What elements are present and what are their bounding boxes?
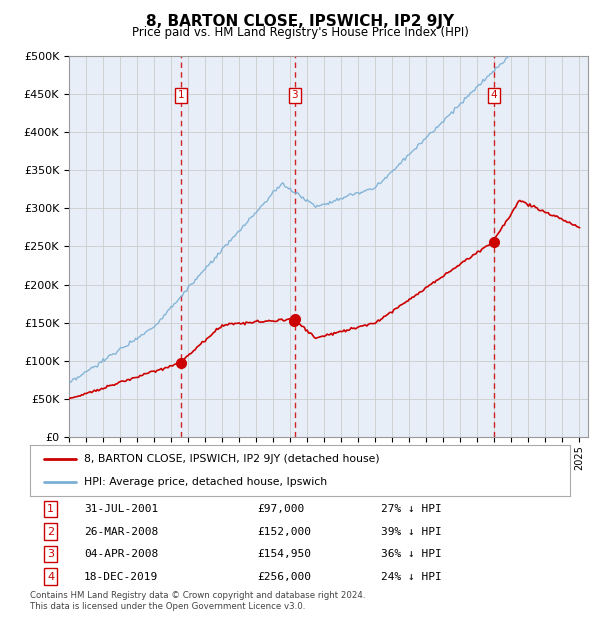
Text: 2: 2	[47, 526, 54, 536]
Text: £256,000: £256,000	[257, 572, 311, 582]
Text: 1: 1	[178, 91, 184, 100]
Text: 18-DEC-2019: 18-DEC-2019	[84, 572, 158, 582]
Text: 39% ↓ HPI: 39% ↓ HPI	[381, 526, 442, 536]
Text: 4: 4	[490, 91, 497, 100]
Text: 31-JUL-2001: 31-JUL-2001	[84, 504, 158, 514]
Text: HPI: Average price, detached house, Ipswich: HPI: Average price, detached house, Ipsw…	[84, 477, 327, 487]
Text: £154,950: £154,950	[257, 549, 311, 559]
Text: 8, BARTON CLOSE, IPSWICH, IP2 9JY (detached house): 8, BARTON CLOSE, IPSWICH, IP2 9JY (detac…	[84, 454, 380, 464]
Text: 8, BARTON CLOSE, IPSWICH, IP2 9JY: 8, BARTON CLOSE, IPSWICH, IP2 9JY	[146, 14, 454, 29]
Text: 3: 3	[47, 549, 54, 559]
Text: £97,000: £97,000	[257, 504, 304, 514]
Text: 04-APR-2008: 04-APR-2008	[84, 549, 158, 559]
Text: Price paid vs. HM Land Registry's House Price Index (HPI): Price paid vs. HM Land Registry's House …	[131, 26, 469, 39]
Text: Contains HM Land Registry data © Crown copyright and database right 2024.
This d: Contains HM Land Registry data © Crown c…	[30, 591, 365, 611]
Text: 24% ↓ HPI: 24% ↓ HPI	[381, 572, 442, 582]
Text: 4: 4	[47, 572, 54, 582]
Text: 27% ↓ HPI: 27% ↓ HPI	[381, 504, 442, 514]
Text: 26-MAR-2008: 26-MAR-2008	[84, 526, 158, 536]
Text: 1: 1	[47, 504, 54, 514]
Text: 3: 3	[292, 91, 298, 100]
Text: 36% ↓ HPI: 36% ↓ HPI	[381, 549, 442, 559]
Text: £152,000: £152,000	[257, 526, 311, 536]
